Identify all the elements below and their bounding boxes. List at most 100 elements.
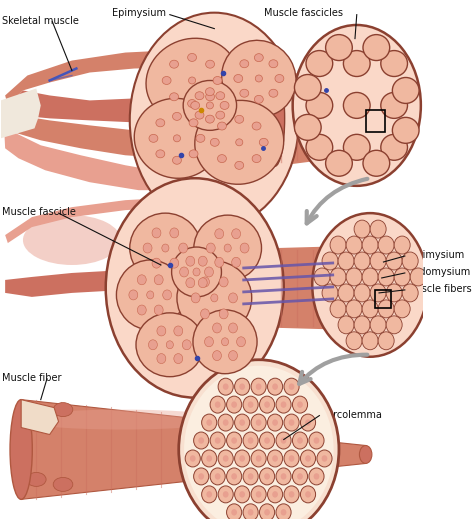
Polygon shape — [5, 50, 214, 106]
Circle shape — [206, 491, 212, 498]
Ellipse shape — [252, 154, 261, 163]
Ellipse shape — [236, 139, 243, 146]
Ellipse shape — [220, 101, 229, 109]
Circle shape — [163, 290, 172, 300]
Circle shape — [205, 337, 213, 347]
Circle shape — [157, 354, 166, 363]
Circle shape — [292, 432, 308, 449]
Polygon shape — [21, 400, 59, 435]
Ellipse shape — [27, 408, 46, 422]
Circle shape — [152, 228, 161, 238]
Ellipse shape — [136, 313, 204, 376]
Circle shape — [354, 316, 370, 334]
Circle shape — [338, 252, 354, 270]
Ellipse shape — [306, 134, 333, 160]
Ellipse shape — [206, 60, 215, 68]
Circle shape — [289, 419, 294, 426]
Circle shape — [338, 284, 354, 302]
Ellipse shape — [363, 35, 390, 60]
Polygon shape — [0, 88, 41, 138]
Circle shape — [264, 473, 270, 479]
Circle shape — [276, 396, 291, 413]
Text: Sarcolemma: Sarcolemma — [321, 410, 382, 420]
Circle shape — [378, 300, 394, 318]
Circle shape — [218, 378, 233, 395]
Ellipse shape — [188, 99, 197, 108]
Circle shape — [154, 275, 163, 285]
Circle shape — [231, 509, 237, 515]
Circle shape — [215, 229, 224, 239]
Circle shape — [378, 268, 394, 286]
Ellipse shape — [275, 74, 284, 83]
Polygon shape — [275, 71, 352, 166]
Circle shape — [272, 419, 278, 426]
Circle shape — [305, 455, 311, 462]
Circle shape — [235, 450, 250, 467]
Ellipse shape — [18, 410, 227, 430]
Ellipse shape — [381, 93, 408, 119]
Ellipse shape — [269, 60, 278, 68]
Circle shape — [198, 473, 204, 479]
Circle shape — [157, 326, 166, 336]
Ellipse shape — [205, 88, 214, 96]
Circle shape — [210, 468, 225, 485]
Circle shape — [243, 396, 258, 413]
Ellipse shape — [130, 12, 299, 228]
Circle shape — [289, 491, 294, 498]
Circle shape — [219, 277, 228, 287]
Ellipse shape — [292, 25, 421, 186]
Circle shape — [301, 414, 316, 431]
Circle shape — [370, 316, 386, 334]
Ellipse shape — [146, 38, 238, 123]
Circle shape — [267, 378, 283, 395]
Circle shape — [354, 252, 370, 270]
Ellipse shape — [117, 260, 184, 330]
Ellipse shape — [189, 150, 198, 158]
Circle shape — [184, 366, 334, 520]
Ellipse shape — [326, 150, 352, 176]
Polygon shape — [4, 115, 205, 158]
Circle shape — [256, 419, 262, 426]
Circle shape — [137, 275, 146, 285]
Circle shape — [386, 284, 402, 302]
Ellipse shape — [195, 92, 204, 100]
Circle shape — [284, 414, 299, 431]
Circle shape — [243, 504, 258, 520]
Circle shape — [232, 257, 241, 267]
Circle shape — [289, 455, 294, 462]
Ellipse shape — [191, 101, 200, 109]
Ellipse shape — [173, 157, 182, 164]
Circle shape — [264, 401, 270, 408]
Circle shape — [215, 257, 224, 267]
Circle shape — [314, 437, 319, 444]
Polygon shape — [6, 90, 214, 122]
Ellipse shape — [10, 400, 32, 499]
Ellipse shape — [106, 178, 284, 398]
Text: Epimysium: Epimysium — [112, 8, 166, 18]
Circle shape — [301, 450, 316, 467]
Ellipse shape — [206, 93, 215, 101]
Ellipse shape — [173, 135, 181, 142]
Circle shape — [228, 293, 237, 303]
Circle shape — [322, 284, 338, 302]
Ellipse shape — [206, 102, 213, 109]
Ellipse shape — [172, 247, 221, 297]
Circle shape — [305, 419, 311, 426]
Circle shape — [362, 268, 378, 286]
Circle shape — [206, 455, 212, 462]
Ellipse shape — [235, 115, 244, 123]
Circle shape — [251, 486, 266, 503]
Circle shape — [354, 220, 370, 238]
Circle shape — [284, 450, 299, 467]
Circle shape — [284, 486, 299, 503]
Circle shape — [256, 383, 262, 390]
Circle shape — [248, 473, 254, 479]
Circle shape — [264, 509, 270, 515]
Circle shape — [259, 468, 274, 485]
Circle shape — [309, 468, 324, 485]
Circle shape — [239, 491, 245, 498]
Circle shape — [386, 252, 402, 270]
Circle shape — [243, 468, 258, 485]
Circle shape — [362, 300, 378, 318]
Circle shape — [179, 360, 339, 520]
